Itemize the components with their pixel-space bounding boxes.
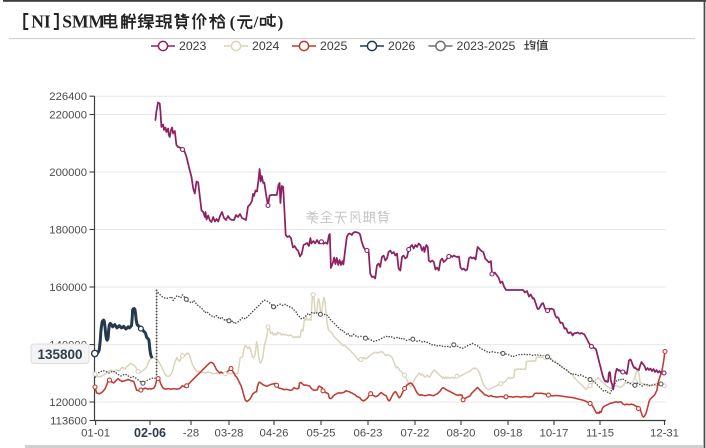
svg-text:2026: 2026 [388,39,416,53]
svg-text:160000: 160000 [49,282,87,294]
svg-text:2024: 2024 [252,39,280,53]
svg-text:08-20: 08-20 [447,428,476,440]
svg-text:135800: 135800 [37,347,82,362]
svg-text:10-17: 10-17 [540,428,569,440]
svg-text:06-23: 06-23 [354,428,383,440]
svg-text:-28: -28 [183,428,199,440]
svg-text:113600: 113600 [50,416,87,428]
svg-text:226400: 226400 [49,91,87,103]
svg-text:02-06: 02-06 [134,426,166,440]
svg-text:120000: 120000 [49,397,87,409]
svg-text:2023: 2023 [179,39,207,53]
svg-text:220000: 220000 [49,110,87,122]
svg-text:11-15: 11-15 [586,428,614,440]
svg-text:(: ( [230,13,236,32]
svg-text:): ) [278,13,284,32]
svg-text:09-18: 09-18 [494,428,523,440]
svg-text:12-31: 12-31 [650,428,679,440]
svg-text:03-28: 03-28 [215,428,244,440]
svg-text:01-01: 01-01 [81,428,110,440]
svg-text:/: / [253,13,259,32]
svg-text:2023-2025: 2023-2025 [457,39,516,53]
svg-text:SMM: SMM [62,12,105,32]
svg-text:180000: 180000 [49,225,87,237]
svg-text:200000: 200000 [49,167,87,179]
svg-text:NI: NI [31,12,51,32]
svg-text:05-25: 05-25 [307,428,336,440]
svg-text:2025: 2025 [320,39,348,53]
svg-text:04-26: 04-26 [260,428,289,440]
svg-text:07-22: 07-22 [401,428,430,440]
